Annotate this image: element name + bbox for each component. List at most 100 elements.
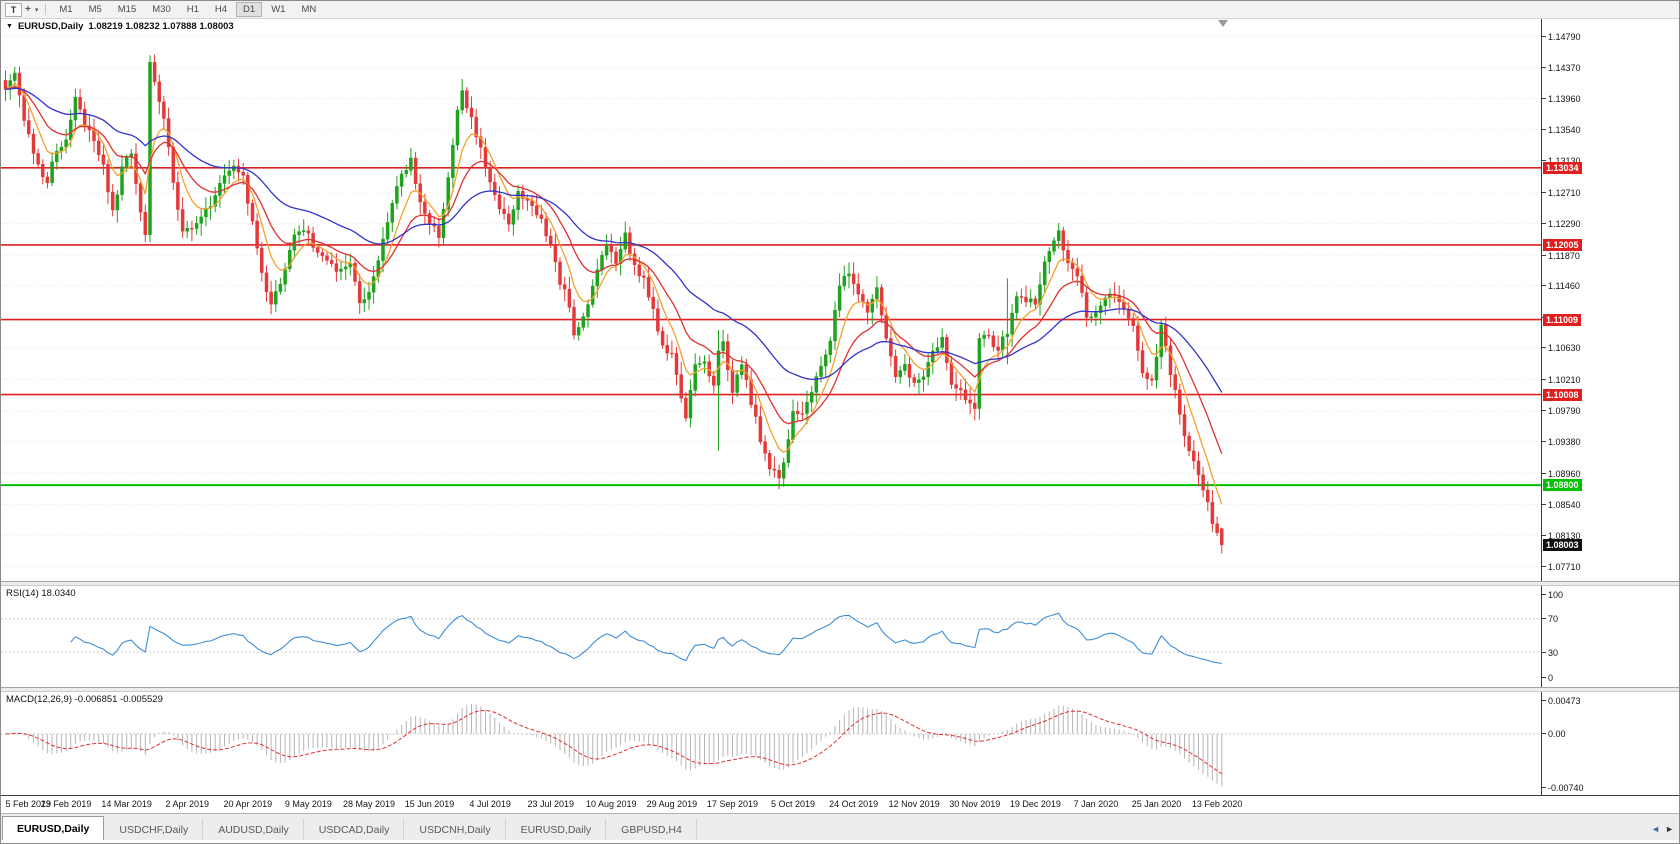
timeframe-d1-button[interactable]: D1: [236, 2, 263, 17]
date-tick: 14 Mar 2019: [101, 799, 152, 809]
rsi-axis: 100 70 30 0: [1541, 586, 1679, 687]
macd-label: MACD(12,26,9) -0.006851 -0.005529: [6, 694, 163, 705]
level-price-label: 1.13034: [1543, 161, 1582, 174]
main-chart-plot[interactable]: ▼ EURUSD,Daily 1.08219 1.08232 1.07888 1…: [1, 19, 1541, 581]
price-tick: 1.12710: [1542, 187, 1581, 198]
date-tick: 5 Oct 2019: [771, 799, 816, 809]
date-tick: 2 Apr 2019: [165, 799, 210, 809]
macd-values: -0.006851 -0.005529: [74, 694, 163, 705]
shift-marker-icon: [1218, 20, 1228, 27]
chart-tab-usdcad-daily[interactable]: USDCAD,Daily: [304, 818, 405, 840]
date-tick: 23 Feb 2019: [40, 799, 92, 809]
rsi-name: RSI(14): [6, 588, 39, 599]
title-dropdown-icon[interactable]: ▼: [6, 23, 13, 30]
rsi-tick: 30: [1541, 647, 1559, 658]
timeframe-h4-button[interactable]: H4: [214, 4, 228, 15]
date-tick: 4 Jul 2019: [469, 799, 511, 809]
crosshair-tool-icon[interactable]: +: [25, 4, 31, 15]
date-tick: 20 Apr 2019: [223, 799, 273, 809]
price-axis: 1.14790 1.14370 1.13960 1.13540 1.13130 1.127…: [1541, 19, 1679, 581]
timeframe-h1-button[interactable]: H1: [186, 4, 199, 15]
price-tick: 1.14370: [1542, 63, 1581, 74]
chart-title: ▼ EURUSD,Daily 1.08219 1.08232 1.07888 1…: [6, 21, 234, 32]
timeframe-mn-button[interactable]: MN: [301, 4, 317, 15]
date-tick: 15 Jun 2019: [404, 799, 455, 809]
price-chart-panel: ▼ EURUSD,Daily 1.08219 1.08232 1.07888 1…: [1, 19, 1679, 581]
date-tick: 24 Oct 2019: [829, 799, 879, 809]
chart-tab-eurusd-daily[interactable]: EURUSD,Daily: [506, 818, 607, 840]
text-tool-button[interactable]: T: [5, 2, 22, 17]
status-strip: [1, 840, 1679, 843]
panel-divider-macd[interactable]: [1, 687, 1679, 692]
date-tick: 28 May 2019: [342, 799, 395, 809]
price-tick: 1.14790: [1542, 31, 1581, 42]
date-axis-corner: [1541, 796, 1679, 813]
price-tick: 1.10210: [1542, 374, 1581, 385]
date-tick: 19 Dec 2019: [1009, 799, 1061, 809]
timeframe-m15-button[interactable]: M15: [117, 4, 137, 15]
price-tick: 1.09790: [1542, 406, 1581, 417]
rsi-label: RSI(14) 18.0340: [6, 588, 76, 599]
price-tick: 1.07710: [1542, 562, 1581, 573]
rsi-plot[interactable]: RSI(14) 18.0340: [1, 586, 1541, 687]
level-price-label: 1.10008: [1543, 388, 1582, 401]
macd-tick: 0.00473: [1542, 695, 1581, 706]
chart-toolbar: T + ▾ M1 M5 M15 M30 H1 H4 D1 W1 MN: [1, 1, 1679, 19]
price-tick: 1.13540: [1542, 125, 1581, 136]
chart-tab-audusd-daily[interactable]: AUDUSD,Daily: [203, 818, 304, 840]
level-price-label: 1.12005: [1543, 238, 1582, 251]
date-tick: 9 May 2019: [284, 799, 332, 809]
date-tick: 29 Aug 2019: [646, 799, 698, 809]
date-tick: 25 Jan 2020: [1131, 799, 1182, 809]
macd-plot[interactable]: MACD(12,26,9) -0.006851 -0.005529: [1, 692, 1541, 795]
price-tick: 1.08130: [1542, 530, 1581, 541]
price-tick: 1.11870: [1542, 250, 1580, 261]
timeframe-m30-button[interactable]: M30: [152, 4, 171, 15]
price-tick: 1.08540: [1542, 500, 1581, 511]
date-tick: 30 Nov 2019: [949, 799, 1001, 809]
rsi-panel: RSI(14) 18.0340 100 70 30 0: [1, 586, 1679, 687]
date-tick: 10 Aug 2019: [586, 799, 637, 809]
date-axis: 5 Feb 2019 23 Feb 2019 14 Mar 2019 2 Apr 20…: [1, 795, 1679, 813]
macd-name: MACD(12,26,9): [6, 694, 72, 705]
tool-dropdown-icon[interactable]: ▾: [34, 6, 39, 14]
macd-axis: 0.00473 0.00 -0.00740: [1541, 692, 1679, 795]
chart-tab-usdcnh-daily[interactable]: USDCNH,Daily: [404, 818, 506, 840]
timeframe-w1-button[interactable]: W1: [271, 4, 286, 15]
date-tick: 12 Nov 2019: [888, 799, 940, 809]
timeframe-m1-button[interactable]: M1: [59, 4, 73, 15]
chart-tabs-bar: EURUSD,Daily USDCHF,Daily AUDUSD,Daily USDC…: [1, 813, 1679, 840]
chart-tab-eurusd-daily[interactable]: EURUSD,Daily: [2, 816, 105, 840]
timeframe-m5-button[interactable]: M5: [88, 4, 102, 15]
macd-tick: 0.00: [1542, 729, 1566, 740]
current-price-label: 1.08003: [1543, 538, 1582, 551]
date-tick: 23 Jul 2019: [527, 799, 574, 809]
price-tick: 1.12290: [1542, 219, 1581, 230]
chart-tab-usdchf-daily[interactable]: USDCHF,Daily: [104, 818, 204, 840]
timeframe-buttons: M1 M5 M15 M30 H1 H4 D1 W1 MN: [51, 2, 324, 17]
macd-tick: -0.00740: [1542, 782, 1584, 793]
date-tick: 17 Sep 2019: [706, 799, 758, 809]
price-tick: 1.13130: [1542, 156, 1581, 166]
price-tick: 1.11460: [1542, 281, 1580, 292]
tabs-scroll-left-icon[interactable]: ◄: [1651, 824, 1661, 834]
price-tick: 1.08960: [1542, 468, 1581, 479]
chart-tab-gbpusd-h4[interactable]: GBPUSD,H4: [606, 818, 697, 840]
price-tick: 1.10630: [1542, 343, 1581, 354]
rsi-value: 18.0340: [41, 588, 76, 599]
chart-symbol: EURUSD,Daily: [17, 21, 84, 32]
tab-scroll-arrows: ◄ ►: [1651, 825, 1674, 834]
chart-ohlc: 1.08219 1.08232 1.07888 1.08003: [88, 21, 234, 32]
macd-panel: MACD(12,26,9) -0.006851 -0.005529 0.0047…: [1, 692, 1679, 795]
date-tick: 7 Jan 2020: [1073, 799, 1119, 809]
rsi-tick: 70: [1541, 614, 1559, 625]
date-tick: 5 Feb 2019: [5, 799, 52, 809]
price-tick: 1.13960: [1542, 93, 1581, 104]
tabs-scroll-right-icon[interactable]: ►: [1665, 824, 1674, 834]
rsi-tick: 100: [1541, 589, 1564, 600]
toolbar-separator: [45, 4, 47, 15]
panel-divider-rsi[interactable]: [1, 581, 1679, 586]
price-tick: 1.09380: [1542, 437, 1581, 448]
level-price-label: 1.08800: [1543, 479, 1582, 492]
